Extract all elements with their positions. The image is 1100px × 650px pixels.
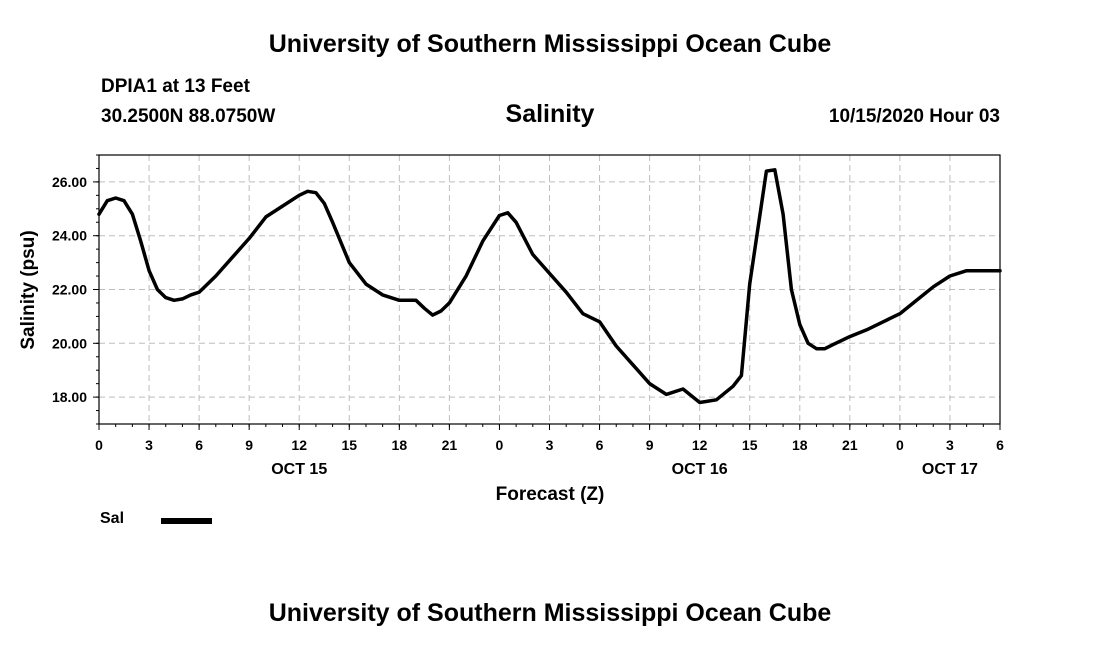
date-label: OCT 17 <box>922 461 978 478</box>
station-coordinates: 30.2500N 88.0750W <box>101 106 276 127</box>
x-tick-label: 3 <box>946 437 954 453</box>
salinity-chart: 0 3 6 9 12 15 18 21 0 3 6 9 12 15 18 21 0 3 6 OCT 15 OCT 16 O… <box>18 154 1004 505</box>
x-tick-label: 6 <box>996 437 1004 453</box>
x-tick-label: 9 <box>646 437 654 453</box>
legend-swatch <box>161 518 212 524</box>
x-tick-label: 18 <box>792 437 808 453</box>
grid <box>99 155 1000 424</box>
y-axis-label: Salinity (psu) <box>18 230 39 349</box>
tick-labels: 0 3 6 9 12 15 18 21 0 3 6 9 12 15 18 21 0 3 6 OCT 15 OCT 16 O… <box>52 174 1004 478</box>
x-tick-label: 21 <box>442 437 458 453</box>
chart-title: Salinity <box>505 100 595 128</box>
x-tick-label: 3 <box>145 437 153 453</box>
x-tick-label: 15 <box>341 437 357 453</box>
x-tick-label: 18 <box>392 437 408 453</box>
plot-frame <box>98 154 1001 425</box>
y-tick-label: 24.00 <box>52 228 87 244</box>
x-tick-label: 9 <box>245 437 253 453</box>
x-axis-label: Forecast (Z) <box>496 484 605 505</box>
x-tick-label: 12 <box>692 437 708 453</box>
x-tick-label: 6 <box>195 437 203 453</box>
salinity-series-line <box>97 168 1002 405</box>
footer-title: University of Southern Mississippi Ocean… <box>268 599 832 627</box>
x-tick-label: 15 <box>742 437 758 453</box>
date-label: OCT 15 <box>271 461 327 478</box>
y-tick-label: 20.00 <box>52 335 87 351</box>
axes <box>93 154 1001 430</box>
x-tick-label: 0 <box>95 437 103 453</box>
x-tick-label: 0 <box>896 437 904 453</box>
x-tick-label: 21 <box>842 437 858 453</box>
y-tick-label: 18.00 <box>52 389 87 405</box>
y-tick-label: 22.00 <box>52 282 87 298</box>
page-title: University of Southern Mississippi Ocean… <box>268 30 832 58</box>
x-tick-label: 0 <box>496 437 504 453</box>
y-tick-label: 26.00 <box>52 174 87 190</box>
forecast-datetime: 10/15/2020 Hour 03 <box>828 106 1000 127</box>
legend-label: Sal <box>100 510 125 527</box>
station-label: DPIA1 at 13 Feet <box>101 76 250 97</box>
x-tick-label: 6 <box>596 437 604 453</box>
x-tick-label: 12 <box>291 437 307 453</box>
x-tick-label: 3 <box>546 437 554 453</box>
series-lines <box>97 168 1002 405</box>
date-label: OCT 16 <box>672 461 728 478</box>
